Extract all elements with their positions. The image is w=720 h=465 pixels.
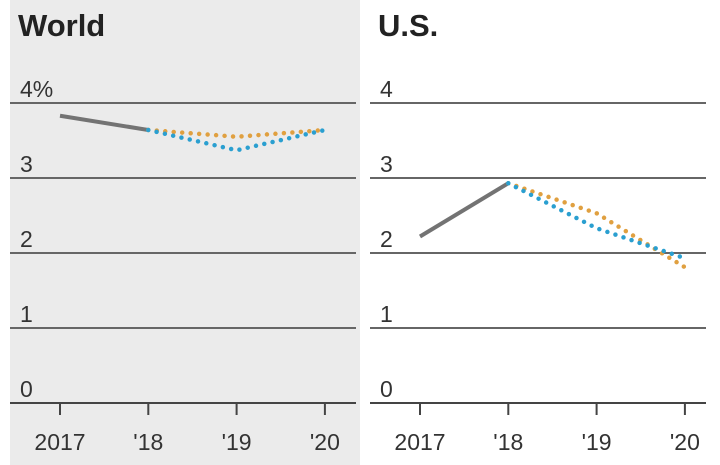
x-tick-label: '20 xyxy=(670,429,700,455)
x-tick-label: '18 xyxy=(133,429,163,455)
x-tick-label: 2017 xyxy=(34,429,85,455)
series-line xyxy=(506,181,688,261)
series-line xyxy=(59,113,149,132)
x-tick-label: 2017 xyxy=(394,429,445,455)
chart-title: U.S. xyxy=(378,8,438,43)
x-tick-label: '19 xyxy=(222,429,252,455)
chart-title: World xyxy=(18,8,105,43)
panel-background xyxy=(10,0,360,465)
panel-background xyxy=(370,0,710,465)
y-tick-label: 4 xyxy=(380,76,393,102)
y-tick-label: 3 xyxy=(20,151,33,177)
y-tick-label: 1 xyxy=(380,301,393,327)
y-tick-label: 2 xyxy=(20,226,33,252)
y-tick-label: 0 xyxy=(380,376,393,402)
y-tick-label: 0 xyxy=(20,376,33,402)
x-tick-label: '18 xyxy=(493,429,523,455)
y-tick-label: 1 xyxy=(20,301,33,327)
y-tick-label: 3 xyxy=(380,151,393,177)
x-tick-label: '20 xyxy=(310,429,340,455)
y-tick-label: 4% xyxy=(20,76,53,102)
x-tick-label: '19 xyxy=(582,429,612,455)
series-line xyxy=(418,181,510,239)
y-tick-label: 2 xyxy=(380,226,393,252)
series-line xyxy=(146,127,328,153)
